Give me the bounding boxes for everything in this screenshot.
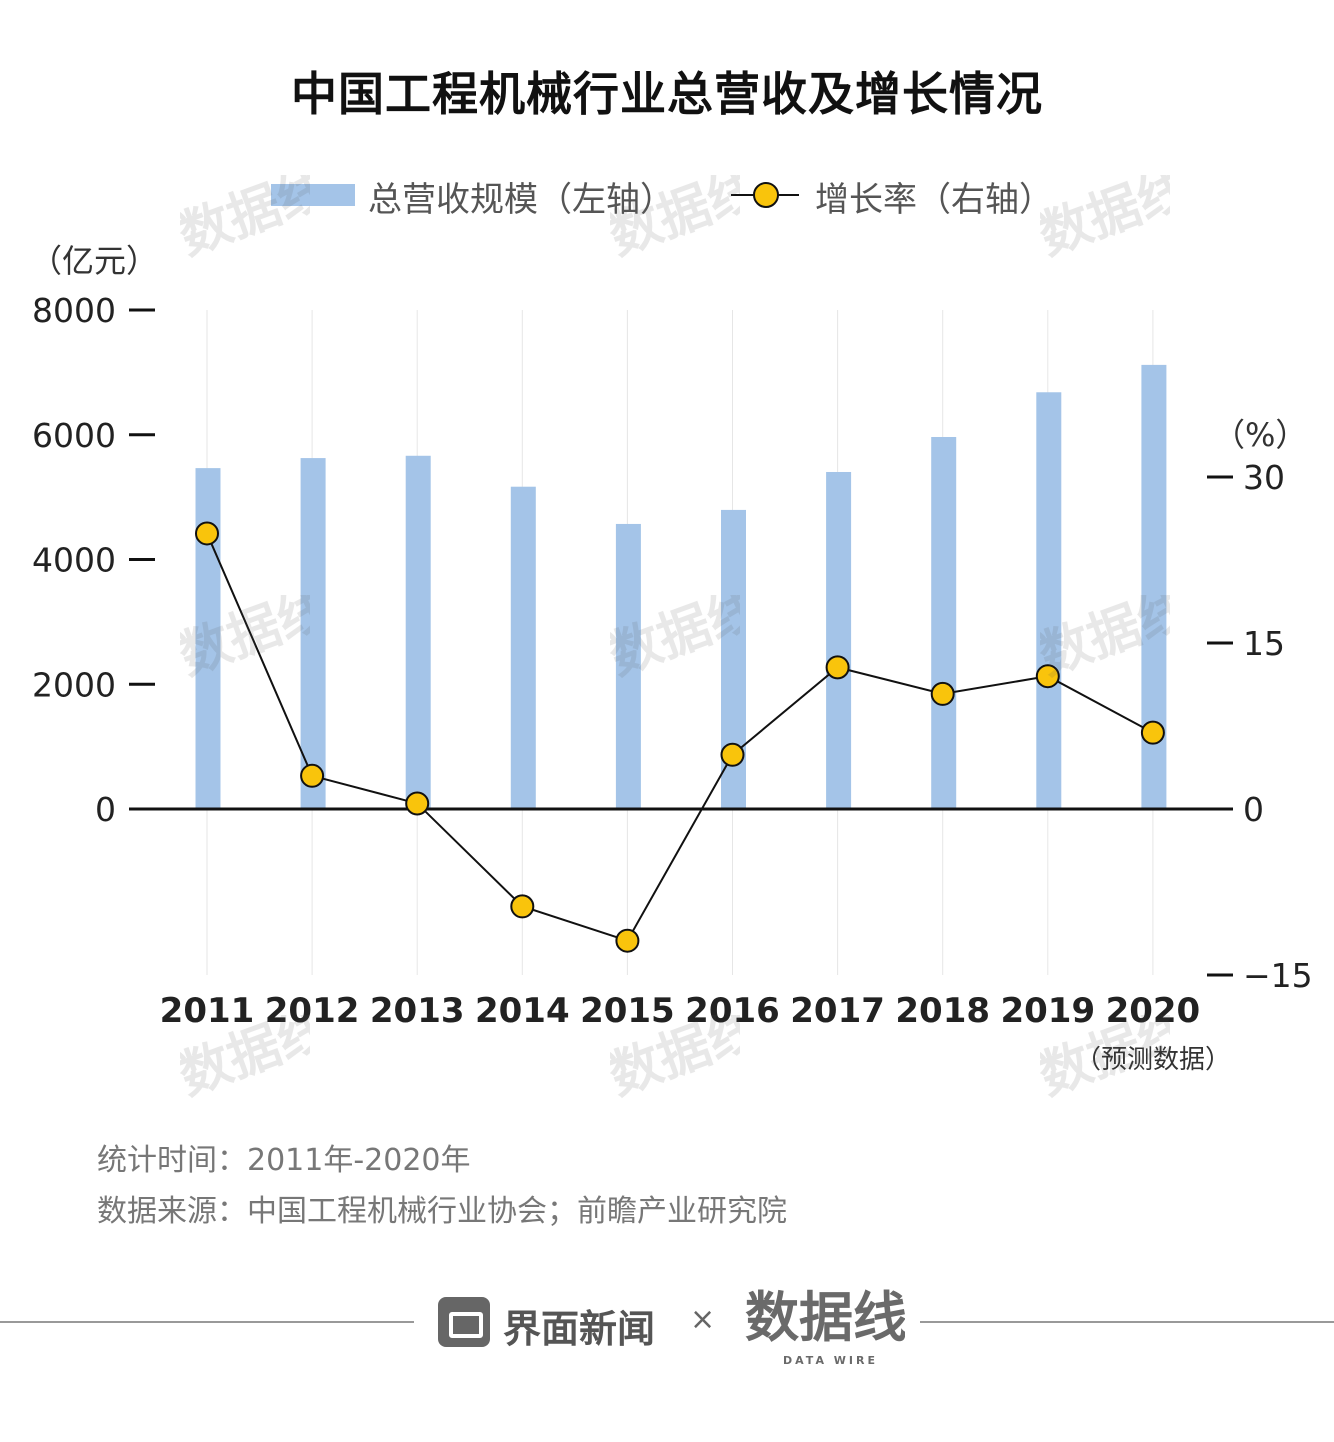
brand-name: 界面新闻 — [503, 1307, 656, 1351]
footer-rule-right — [920, 1321, 1334, 1323]
x-tick-label: 2017 — [790, 991, 885, 1031]
legend-line-label: 增长率（右轴） — [815, 180, 1053, 220]
right-tick-label: −15 — [1243, 956, 1313, 995]
forecast-annotation: （预测数据） — [1075, 1045, 1231, 1075]
legend-bar-label: 总营收规模（左轴） — [368, 180, 674, 220]
datawire-logo-sub: DATA WIRE — [783, 1354, 878, 1367]
right-axis: 30 15 0 −15 — [1207, 458, 1313, 995]
legend-marker-swatch — [753, 182, 779, 208]
left-axis: 8000 6000 4000 2000 0 — [32, 291, 155, 829]
x-tick-label: 2018 — [895, 991, 990, 1031]
datawire-logo: 数据线 DATA WIRE — [745, 1286, 905, 1367]
revenue-bar — [510, 486, 536, 809]
growth-rate-point — [720, 742, 745, 767]
datawire-logo-mark: 数据线 — [745, 1286, 905, 1349]
growth-rate-point — [1140, 720, 1165, 745]
growth-rate-line — [206, 533, 1154, 942]
x-tick-label: 2016 — [685, 991, 780, 1031]
footer-stat-time: 统计时间：2011年-2020年 — [97, 1143, 471, 1178]
left-tick-label: 8000 — [32, 291, 116, 330]
footer-rule-left — [0, 1321, 414, 1323]
x-tick-label: 2015 — [580, 991, 675, 1031]
growth-rate-point — [405, 791, 430, 816]
left-tick-label: 6000 — [32, 416, 116, 455]
bar-series — [195, 364, 1167, 809]
jiemian-logo-icon — [438, 1297, 490, 1347]
growth-rate-point — [300, 763, 325, 788]
left-axis-unit: （亿元） — [30, 242, 158, 280]
gridlines — [206, 310, 1154, 975]
revenue-bar — [826, 471, 852, 809]
right-tick-label: 30 — [1243, 458, 1285, 497]
growth-rate-markers — [195, 521, 1165, 953]
x-tick-label: 2013 — [370, 991, 465, 1031]
right-tick-label: 15 — [1243, 624, 1285, 663]
x-tick-label: 2019 — [1000, 991, 1095, 1031]
footer-source: 数据来源：中国工程机械行业协会；前瞻产业研究院 — [97, 1194, 787, 1229]
growth-rate-point — [615, 928, 640, 953]
left-tick-label: 0 — [95, 790, 116, 829]
revenue-bar — [1036, 392, 1062, 809]
x-tick-label: 2014 — [475, 991, 570, 1031]
growth-rate-point — [195, 521, 219, 546]
revenue-bar — [615, 523, 641, 809]
revenue-bar — [405, 455, 431, 809]
x-tick-label: 2020 — [1106, 991, 1201, 1031]
growth-rate-point — [1035, 664, 1060, 689]
x-tick-label: 2011 — [160, 991, 255, 1031]
right-tick-label: 0 — [1243, 790, 1264, 829]
brand-separator: × — [690, 1302, 716, 1337]
right-axis-unit: （%） — [1213, 416, 1307, 454]
left-tick-label: 2000 — [32, 665, 116, 704]
x-axis: 2011 2012 2013 2014 2015 2016 2017 2018 2019 2020 — [160, 991, 1201, 1031]
revenue-bar — [931, 436, 957, 809]
growth-rate-point — [930, 681, 955, 706]
left-tick-label: 4000 — [32, 541, 116, 580]
x-tick-label: 2012 — [265, 991, 360, 1031]
legend-bar-swatch — [271, 184, 355, 206]
revenue-bar — [195, 468, 221, 809]
growth-rate-point — [825, 655, 850, 680]
legend: 总营收规模（左轴） 增长率（右轴） — [0, 170, 1334, 220]
growth-rate-point — [510, 894, 535, 919]
chart-title: 中国工程机械行业总营收及增长情况 — [291, 67, 1043, 121]
revenue-bar — [300, 458, 326, 809]
